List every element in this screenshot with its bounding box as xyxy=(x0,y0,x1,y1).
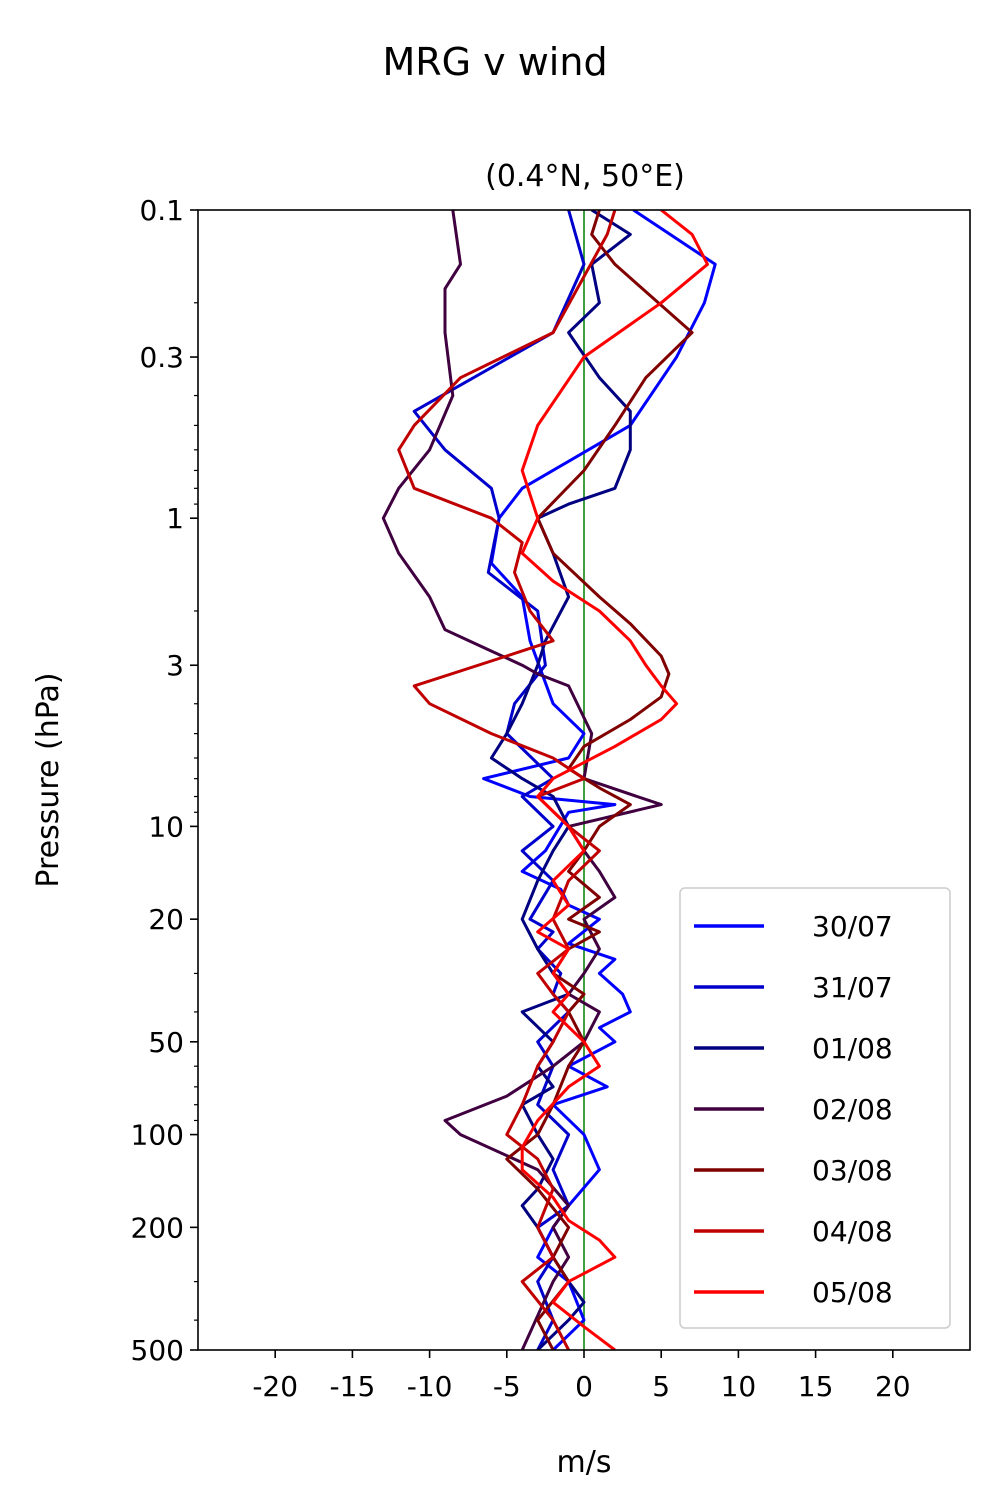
series-line xyxy=(489,210,632,1350)
x-tick-label: -10 xyxy=(407,1370,453,1403)
legend: 30/07 31/07 01/08 02/08 03/08 04/08 05/08 xyxy=(679,887,951,1329)
y-tick-label: 50 xyxy=(148,1026,184,1059)
legend-label: 31/07 xyxy=(812,971,893,1004)
y-axis-label: Pressure (hPa) xyxy=(31,672,66,887)
legend-label: 03/08 xyxy=(812,1154,893,1187)
y-tick-label: 0.1 xyxy=(139,194,184,227)
y-axis: 0.1 0.3 1 3 10 20 50 100 200 500 xyxy=(131,194,198,1367)
series-line xyxy=(520,210,709,1350)
plot-lines xyxy=(381,210,717,1350)
plot-frame xyxy=(197,209,971,1351)
x-tick-label: -5 xyxy=(493,1370,521,1403)
x-tick-label: -15 xyxy=(330,1370,376,1403)
chart-title: MRG v wind xyxy=(382,40,607,84)
x-tick-label: 10 xyxy=(721,1370,757,1403)
y-tick-label: 500 xyxy=(131,1334,184,1367)
series-line xyxy=(412,210,586,1350)
chart-subtitle: (0.4°N, 50°E) xyxy=(485,159,685,194)
y-tick-label: 100 xyxy=(131,1119,184,1152)
y-tick-label: 3 xyxy=(166,649,184,682)
y-tick-label: 1 xyxy=(166,502,184,535)
x-axis-label: m/s xyxy=(557,1445,612,1480)
y-tick-label: 200 xyxy=(131,1211,184,1244)
x-tick-label: -20 xyxy=(252,1370,298,1403)
legend-label: 02/08 xyxy=(812,1093,893,1126)
y-tick-label: 0.3 xyxy=(139,341,184,374)
legend-label: 04/08 xyxy=(812,1215,893,1248)
x-axis: -20 -15 -10 -5 0 5 10 15 20 xyxy=(252,1350,911,1403)
legend-label: 05/08 xyxy=(812,1276,893,1309)
x-tick-label: 0 xyxy=(575,1370,593,1403)
x-tick-label: 5 xyxy=(652,1370,670,1403)
legend-label: 01/08 xyxy=(812,1032,893,1065)
legend-box xyxy=(679,887,951,1329)
x-tick-label: 15 xyxy=(798,1370,834,1403)
y-tick-label: 10 xyxy=(148,810,184,843)
legend-label: 30/07 xyxy=(812,910,893,943)
y-tick-label: 20 xyxy=(148,903,184,936)
x-tick-label: 20 xyxy=(875,1370,911,1403)
